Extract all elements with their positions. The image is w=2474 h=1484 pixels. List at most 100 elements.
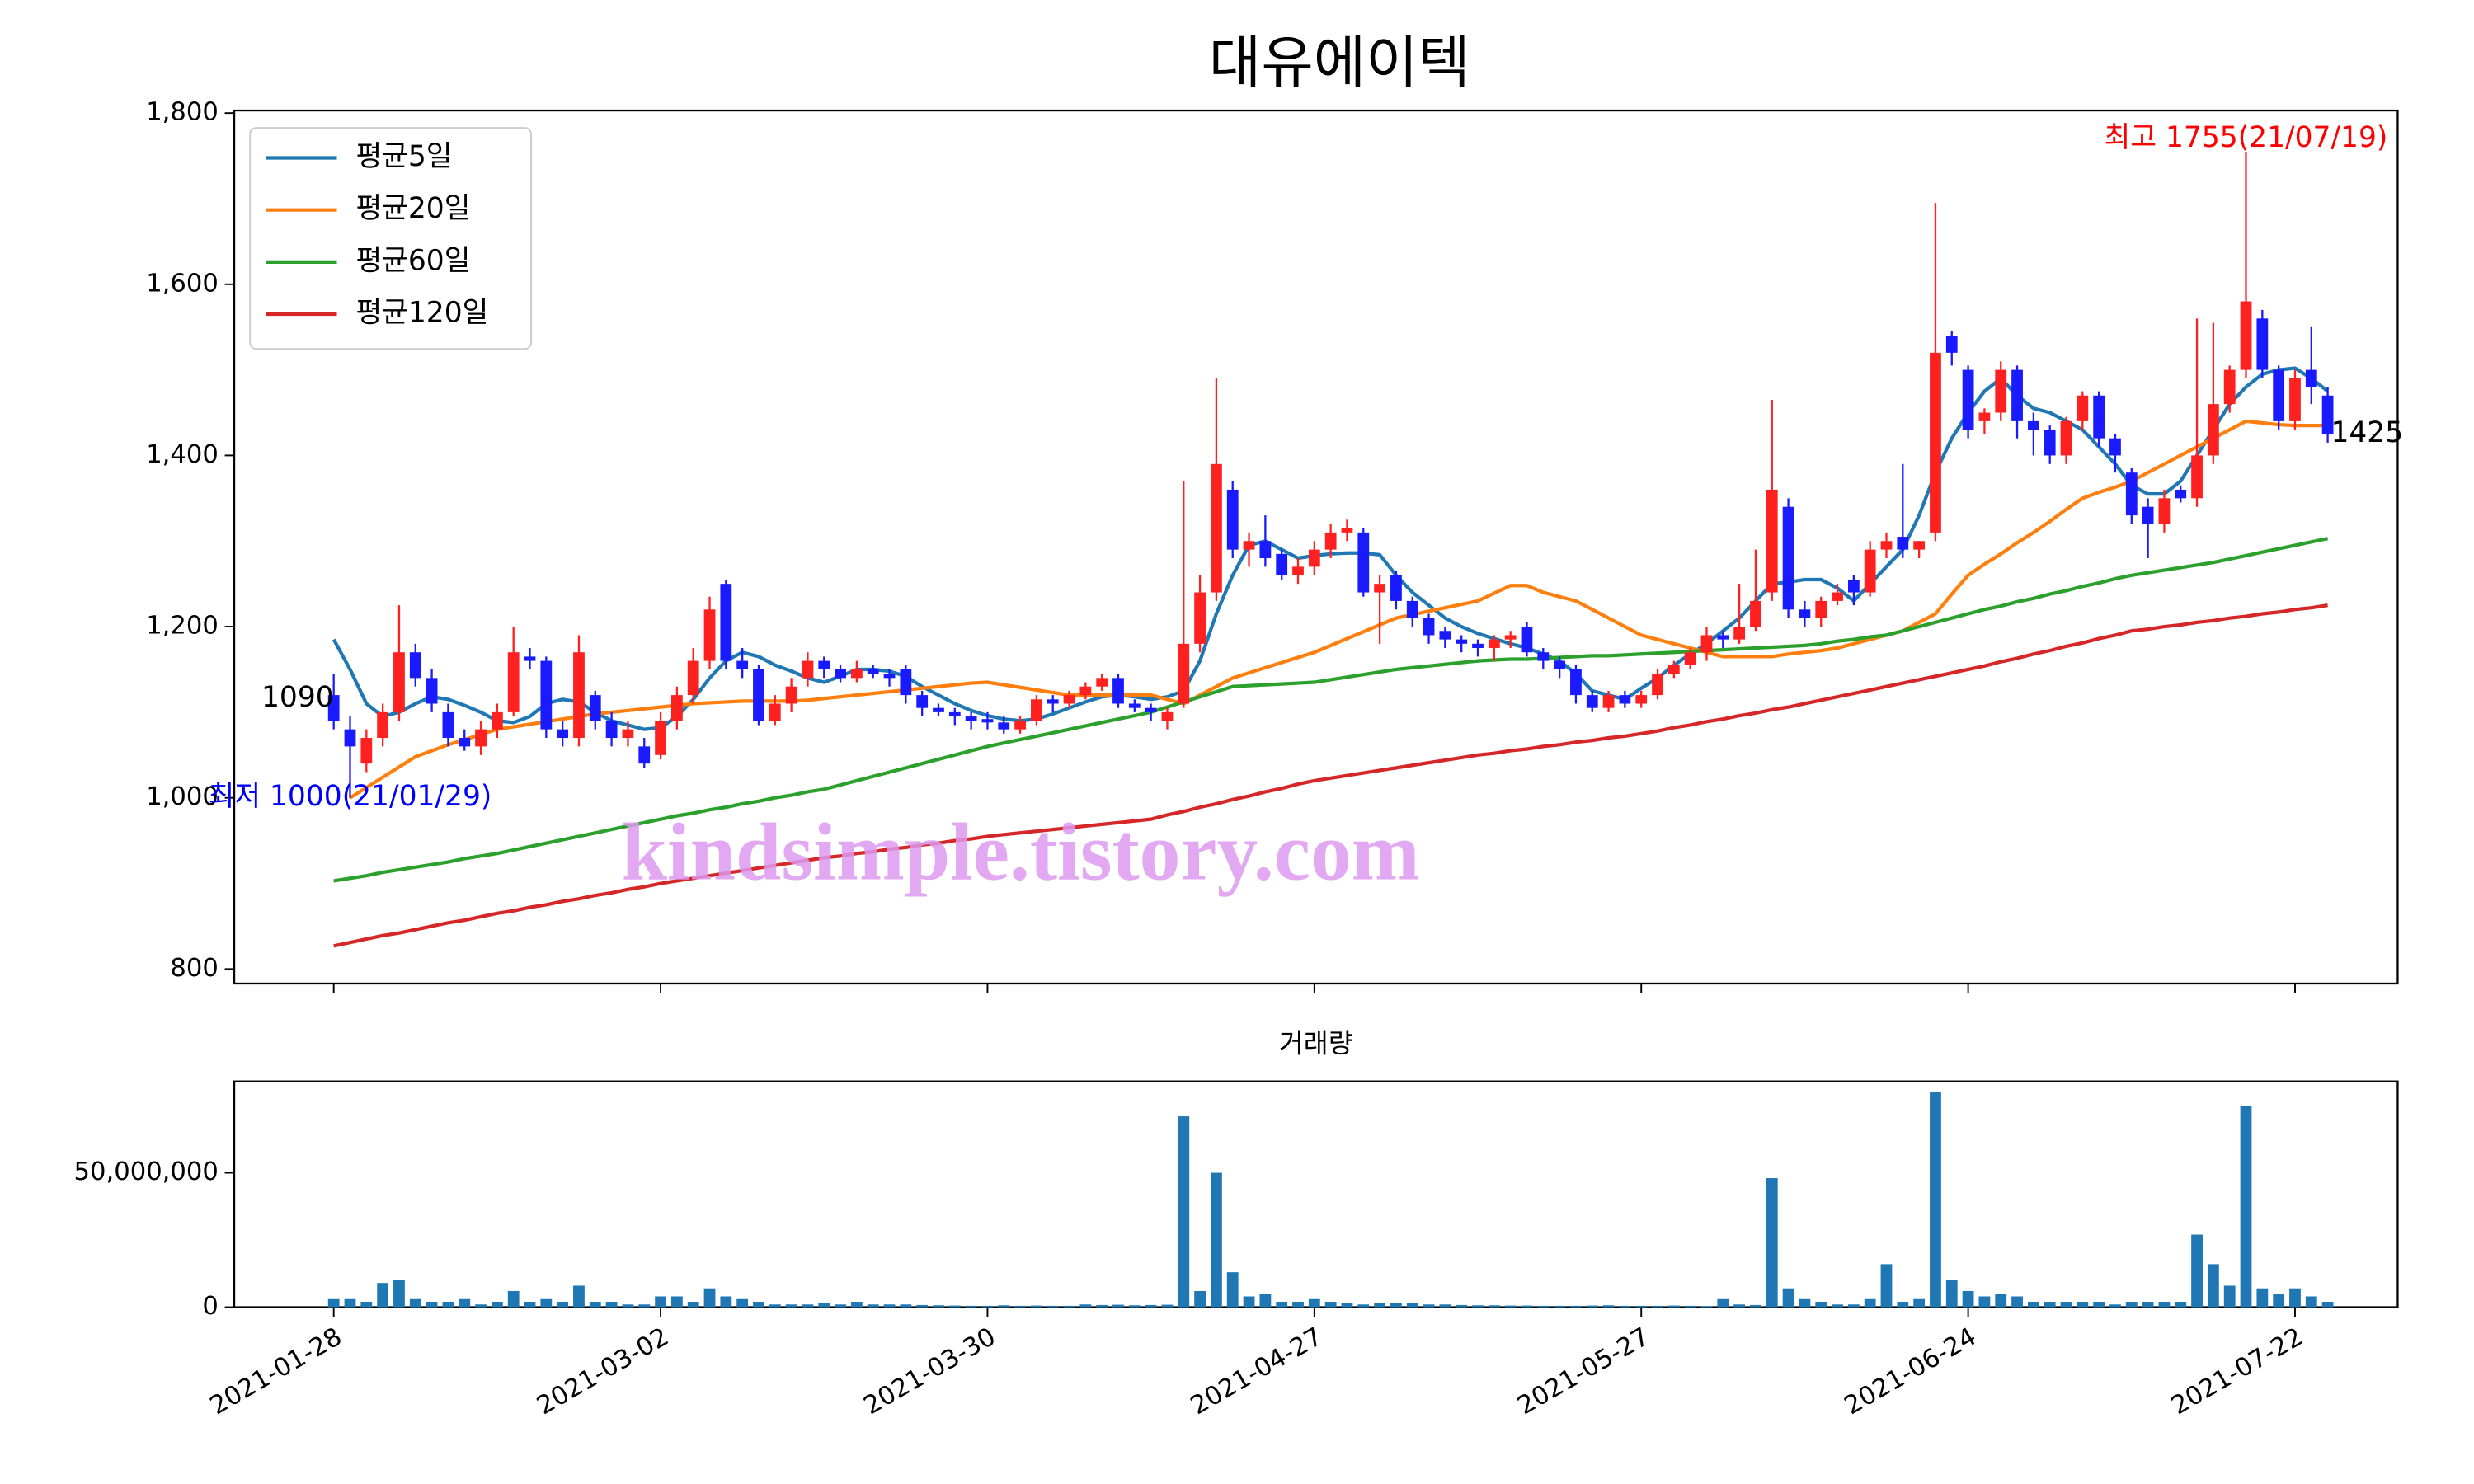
y-tick-label: 1,400 xyxy=(146,440,219,469)
volume-bar xyxy=(1864,1298,1876,1308)
volume-bar xyxy=(557,1302,569,1308)
volume-bar xyxy=(1194,1290,1206,1308)
candle-body xyxy=(1554,660,1566,669)
volume-bar xyxy=(753,1302,764,1308)
volume-bar xyxy=(573,1285,585,1308)
volume-bar xyxy=(2305,1296,2317,1308)
volume-bar xyxy=(1847,1304,1860,1308)
candle-body xyxy=(2273,369,2285,421)
volume-bar xyxy=(540,1298,553,1308)
volume-bar xyxy=(1259,1294,1272,1308)
candle-body xyxy=(1619,695,1631,704)
volume-bar xyxy=(1897,1302,1909,1308)
volume-bar xyxy=(327,1298,340,1308)
candle-body xyxy=(1079,686,1092,696)
volume-bar xyxy=(1554,1305,1566,1308)
candle-body xyxy=(2321,395,2334,434)
volume-bar xyxy=(1488,1305,1500,1308)
candle-body xyxy=(1357,532,1370,593)
candle-body xyxy=(720,584,732,661)
candle-body xyxy=(638,746,651,764)
candle-body xyxy=(1602,695,1615,708)
candle-body xyxy=(1962,369,1974,430)
volume-bar xyxy=(1112,1304,1124,1308)
candle-body xyxy=(1014,721,1026,730)
candle-body xyxy=(475,729,487,747)
candle-body xyxy=(1945,336,1958,353)
candle-body xyxy=(491,711,503,730)
annotation: 최저 1000(21/01/29) xyxy=(209,780,492,813)
candle-body xyxy=(409,652,421,679)
volume-bar xyxy=(1292,1302,1304,1308)
candle-body xyxy=(1194,592,1206,644)
candle-body xyxy=(1292,566,1304,575)
candle-body xyxy=(1374,584,1385,593)
candle-body xyxy=(867,669,879,674)
candle-body xyxy=(1832,592,1843,601)
candle-body xyxy=(2093,395,2105,439)
volume-bar xyxy=(1733,1304,1746,1308)
volume-bar xyxy=(1570,1305,1582,1308)
volume-bar xyxy=(1717,1298,1729,1308)
volume-bar xyxy=(883,1304,896,1308)
volume-bar xyxy=(638,1304,651,1308)
candle-body xyxy=(1211,463,1222,593)
volume-bar xyxy=(900,1304,912,1308)
volume-bar xyxy=(2289,1288,2301,1308)
volume-bar xyxy=(1635,1305,1648,1308)
candle-body xyxy=(933,707,944,712)
candle-body xyxy=(327,695,340,721)
candle-body xyxy=(1390,575,1402,601)
chart-title: 대유에이텍 xyxy=(1209,30,1470,96)
volume-bar xyxy=(344,1298,356,1308)
legend-label: 평균5일 xyxy=(355,140,452,173)
volume-bar xyxy=(1880,1264,1893,1308)
volume-bar xyxy=(769,1304,781,1308)
volume-bar xyxy=(1930,1092,1941,1308)
candle-body xyxy=(670,695,683,721)
volume-bar xyxy=(1047,1305,1059,1308)
candle-body xyxy=(1684,652,1696,665)
volume-bar xyxy=(867,1304,879,1308)
volume-bar xyxy=(2011,1296,2023,1308)
candle-body xyxy=(1031,699,1042,721)
candle-body xyxy=(2060,420,2072,456)
candle-body xyxy=(1112,678,1124,704)
volume-bar xyxy=(965,1305,977,1308)
volume-bar xyxy=(1324,1302,1337,1308)
candle-body xyxy=(1308,549,1320,567)
candle-body xyxy=(1864,549,1876,593)
volume-bar xyxy=(2175,1302,2187,1308)
annotation: 1425 xyxy=(2331,416,2403,449)
volume-bar xyxy=(2321,1302,2334,1308)
volume-bar xyxy=(736,1298,749,1308)
candle-body xyxy=(2256,318,2269,370)
volume-bar xyxy=(524,1302,536,1308)
candle-body xyxy=(785,686,797,704)
volume-bar xyxy=(720,1296,732,1308)
candle-body xyxy=(622,729,634,739)
candle-body xyxy=(1456,639,1468,644)
candle-body xyxy=(965,716,977,721)
volume-bar xyxy=(1602,1305,1615,1308)
candle-body xyxy=(2240,301,2252,370)
candle-body xyxy=(1782,506,1794,610)
volume-bar xyxy=(426,1302,438,1308)
volume-bar xyxy=(2273,1294,2285,1308)
candle-body xyxy=(1766,489,1778,593)
volume-bar xyxy=(1063,1305,1075,1308)
y-tick-label: 1,000 xyxy=(146,782,219,811)
candle-body xyxy=(1488,639,1500,649)
candle-body xyxy=(753,669,764,721)
volume-bar xyxy=(1521,1305,1533,1308)
volume-bar xyxy=(1014,1305,1026,1308)
volume-bar xyxy=(1815,1302,1827,1308)
candle-body xyxy=(802,660,814,679)
candle-body xyxy=(1128,703,1141,708)
candle-body xyxy=(1652,674,1663,696)
candle-body xyxy=(1978,412,1991,421)
candle-body xyxy=(393,652,405,712)
candle-body xyxy=(1243,541,1255,550)
